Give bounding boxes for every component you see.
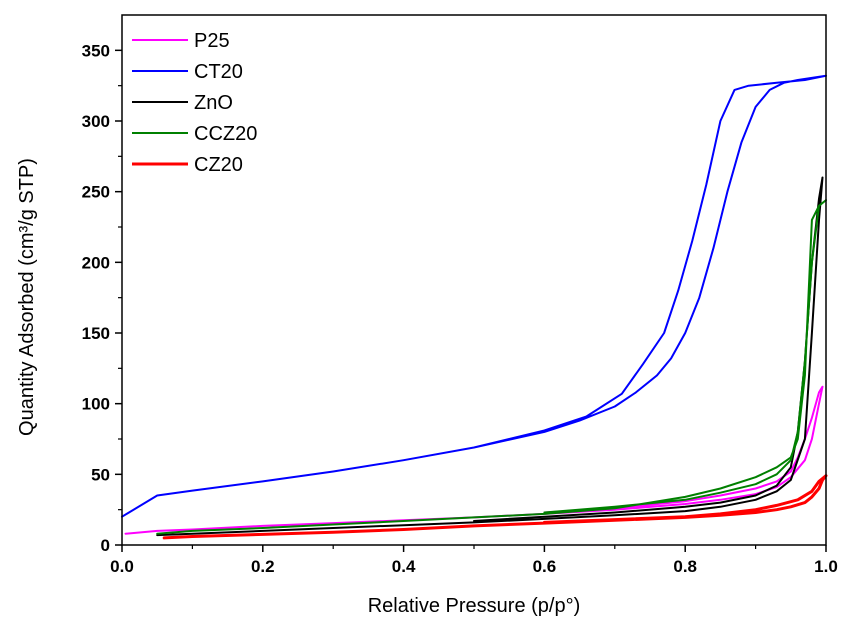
legend-label-ccz20: CCZ20 <box>194 123 257 145</box>
y-tick-label: 300 <box>82 112 110 131</box>
x-tick-label: 0.2 <box>251 557 275 576</box>
y-tick-label: 200 <box>82 253 110 272</box>
y-tick-label: 50 <box>91 465 110 484</box>
x-tick-label: 0.8 <box>673 557 697 576</box>
y-axis-title: Quantity Adsorbed (cm³/g STP) <box>16 158 38 436</box>
legend-label-cz20: CZ20 <box>194 154 243 176</box>
y-tick-label: 0 <box>101 536 110 555</box>
x-axis-title: Relative Pressure (p/p°) <box>368 595 581 617</box>
x-tick-label: 0.6 <box>533 557 557 576</box>
legend-label-ct20: CT20 <box>194 61 243 83</box>
y-tick-label: 350 <box>82 41 110 60</box>
y-tick-label: 100 <box>82 395 110 414</box>
y-tick-label: 150 <box>82 324 110 343</box>
x-tick-label: 0.0 <box>110 557 134 576</box>
legend-label-zno: ZnO <box>194 92 233 114</box>
x-tick-label: 1.0 <box>814 557 838 576</box>
legend-label-p25: P25 <box>194 30 230 52</box>
y-tick-label: 250 <box>82 183 110 202</box>
x-tick-label: 0.4 <box>392 557 416 576</box>
